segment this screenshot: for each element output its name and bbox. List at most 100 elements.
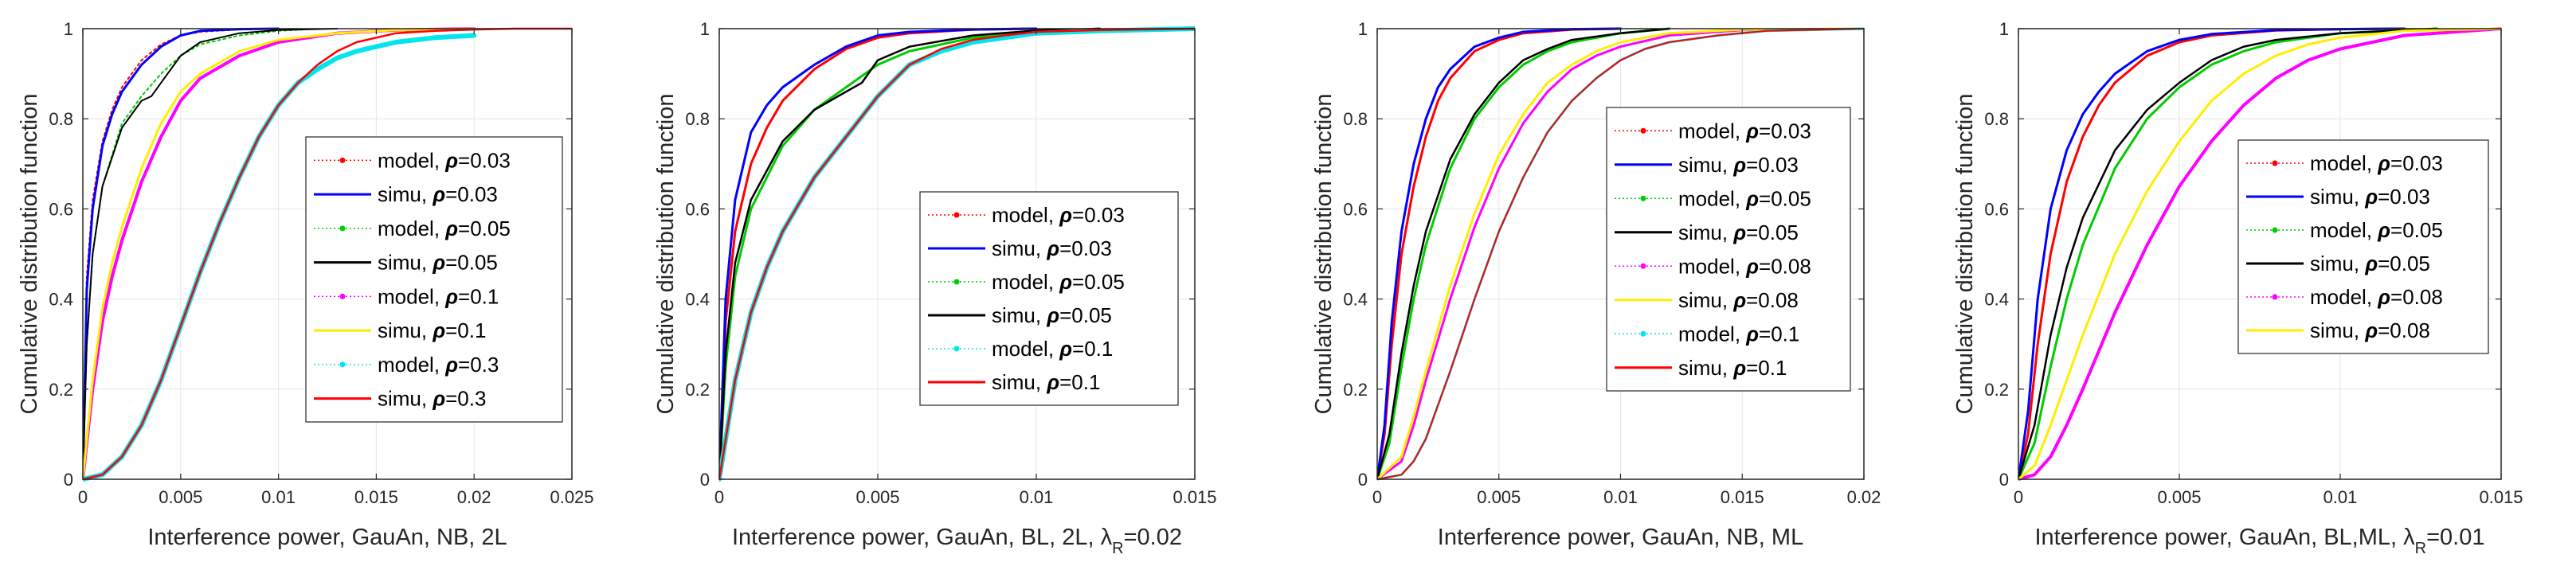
legend-label: model, ρ=0.05 <box>1678 186 1811 210</box>
legend-box <box>305 136 563 423</box>
series-line-3 <box>2018 27 2438 481</box>
legend-label: model, ρ=0.03 <box>2310 151 2443 175</box>
series-line-8 <box>1377 28 1864 480</box>
legend-label: model, ρ=0.03 <box>1678 119 1811 143</box>
x-tick-label: 0.005 <box>159 487 202 507</box>
legend-swatch-marker <box>1640 195 1646 201</box>
axes-box <box>82 28 573 480</box>
x-tick-label: 0.01 <box>261 487 296 507</box>
legend-label: simu, ρ=0.05 <box>992 303 1112 327</box>
legend-label: model, ρ=0.03 <box>992 203 1125 227</box>
x-tick-label: 0 <box>714 487 724 507</box>
x-tick-label: 0.015 <box>1721 487 1764 507</box>
legend-label: model, ρ=0.08 <box>1678 254 1811 278</box>
legend-swatch-marker <box>953 212 960 218</box>
series-line-4 <box>2018 27 2438 481</box>
y-tick-label: 0.8 <box>1343 109 1368 129</box>
series-line-4 <box>83 28 339 480</box>
series-line-5 <box>2018 27 2501 481</box>
series-line-3 <box>719 27 1102 481</box>
series-group <box>719 26 1195 482</box>
series-line-6 <box>719 27 1195 481</box>
legend-label: model, ρ=0.08 <box>2310 285 2443 309</box>
y-tick-label: 0.2 <box>49 380 73 400</box>
axes-box <box>2018 28 2502 480</box>
y-tick-label: 0.8 <box>49 109 73 129</box>
series-line-6 <box>1377 27 1864 481</box>
series-line-4 <box>719 27 1101 481</box>
legend: model, ρ=0.03 simu, ρ=0.03 model, ρ=0.05 si… <box>919 191 1179 406</box>
x-tick-label: 0.005 <box>2157 487 2201 507</box>
legend-label: model, ρ=0.3 <box>378 353 499 377</box>
y-tick-label: 0.4 <box>1343 290 1368 310</box>
y-tick-label: 0.6 <box>1343 199 1368 219</box>
x-tick-label: 0.01 <box>2323 487 2358 507</box>
series-line-4 <box>1377 27 1670 481</box>
y-tick-label: 1 <box>64 19 73 39</box>
legend-label: model, ρ=0.05 <box>992 270 1125 294</box>
y-tick-label: 1 <box>700 19 710 39</box>
legend-swatch-marker <box>953 346 960 352</box>
x-tick-label: 0.02 <box>1847 487 1881 507</box>
y-tick-label: 1 <box>1999 19 2009 39</box>
series-line-5 <box>1377 27 1864 481</box>
y-tick-label: 0.2 <box>685 380 710 400</box>
x-tick-label: 0.025 <box>550 487 593 507</box>
series-line-1 <box>1377 27 1622 481</box>
y-tick-label: 0.4 <box>1984 290 2009 310</box>
legend: model, ρ=0.03 simu, ρ=0.03 model, ρ=0.05 si… <box>1606 107 1851 392</box>
legend: model, ρ=0.03 simu, ρ=0.03 model, ρ=0.05 si… <box>305 136 563 423</box>
legend-label: model, ρ=0.1 <box>378 284 499 308</box>
series-group <box>83 27 572 482</box>
legend-label: simu, ρ=0.05 <box>2310 252 2430 275</box>
y-axis-label: Cumulative distribution function <box>1952 94 1978 415</box>
series-line-6 <box>2018 27 2501 481</box>
legend: model, ρ=0.03 simu, ρ=0.03 model, ρ=0.05 si… <box>2237 139 2489 354</box>
legend-label: model, ρ=0.03 <box>378 148 511 172</box>
legend-label: simu, ρ=0.08 <box>1678 288 1799 312</box>
x-tick-label: 0.005 <box>855 487 899 507</box>
x-axis-label: Interference power, GauAn, BL,ML, λR=0.0… <box>2035 525 2485 557</box>
legend-swatch-marker <box>2272 294 2278 300</box>
y-tick-label: 0 <box>1358 470 1368 490</box>
x-tick-label: 0 <box>2014 487 2023 507</box>
y-tick-label: 0.2 <box>1984 380 2009 400</box>
legend-label: simu, ρ=0.08 <box>2310 318 2430 342</box>
y-tick-label: 0.4 <box>49 290 73 310</box>
x-tick-label: 0.01 <box>1020 487 1054 507</box>
series-line-2 <box>1377 27 1622 481</box>
legend-swatch-marker <box>339 361 346 368</box>
axes-box <box>718 28 1196 480</box>
legend-swatch-marker <box>2272 227 2278 233</box>
series-group <box>1377 27 1864 481</box>
x-axis-label: Interference power, GauAn, NB, ML <box>1438 525 1803 550</box>
legend-swatch-marker <box>2272 160 2278 166</box>
legend-label: simu, ρ=0.05 <box>1678 221 1799 244</box>
y-tick-label: 0 <box>1999 470 2009 490</box>
legend-label: simu, ρ=0.03 <box>2310 185 2430 209</box>
chart-panel-4: 0 0.005 0.01 0.015 0 0.2 0.4 0.6 0.8 1 Interferenc… <box>1952 19 2523 557</box>
chart-panel-3: 0 0.005 0.01 0.015 0.02 0 0.2 0.4 0.6 0.8 1 Interfe… <box>1311 19 1881 550</box>
y-tick-label: 0 <box>64 470 73 490</box>
y-tick-label: 0 <box>700 470 710 490</box>
series-line-3 <box>83 28 319 480</box>
legend-label: simu, ρ=0.03 <box>992 236 1112 260</box>
series-line-3 <box>1377 27 1671 481</box>
legend-label: simu, ρ=0.05 <box>378 251 498 275</box>
x-tick-label: 0.005 <box>1477 487 1521 507</box>
y-tick-label: 0.4 <box>685 290 710 310</box>
series-line-2 <box>719 27 1038 481</box>
legend-label: model, ρ=0.05 <box>378 217 511 240</box>
legend-swatch-marker <box>1640 330 1646 337</box>
x-tick-label: 0.01 <box>1603 487 1638 507</box>
y-tick-label: 0.8 <box>1984 109 2009 129</box>
y-tick-label: 0.6 <box>685 199 710 219</box>
legend-box <box>2237 139 2489 354</box>
x-tick-label: 0.015 <box>354 487 398 507</box>
y-tick-label: 0.6 <box>1984 199 2009 219</box>
legend-box <box>1606 107 1851 392</box>
x-axis-label: Interference power, GauAn, BL, 2L, λR=0.… <box>732 525 1182 557</box>
legend-swatch-marker <box>339 157 346 163</box>
